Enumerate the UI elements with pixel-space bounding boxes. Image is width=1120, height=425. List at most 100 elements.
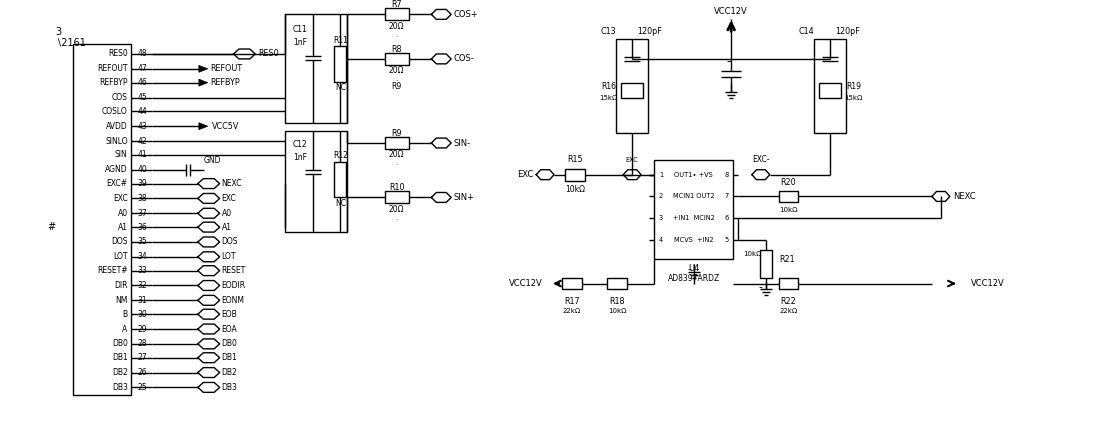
Text: SIN+: SIN+: [454, 193, 474, 202]
Bar: [335, 46, 346, 82]
Text: 10kΩ: 10kΩ: [744, 251, 763, 257]
Text: -: -: [726, 55, 730, 68]
Text: REFOUT: REFOUT: [211, 64, 243, 73]
Text: 43: 43: [138, 122, 148, 131]
Text: NC: NC: [335, 83, 346, 92]
Text: VCC12V: VCC12V: [971, 279, 1005, 288]
Bar: [284, 14, 347, 123]
Text: 37: 37: [138, 209, 148, 218]
Text: LOT: LOT: [113, 252, 128, 261]
Text: 6: 6: [725, 215, 728, 221]
Text: 2: 2: [659, 193, 663, 199]
Text: DOS: DOS: [222, 238, 239, 246]
Text: .: .: [395, 30, 398, 39]
Text: R16: R16: [601, 82, 616, 91]
Text: SIN: SIN: [115, 150, 128, 159]
Text: 22kΩ: 22kΩ: [780, 308, 797, 314]
Bar: [385, 192, 409, 204]
Polygon shape: [199, 123, 208, 130]
Bar: [564, 169, 585, 181]
Text: NEXC: NEXC: [953, 192, 976, 201]
Text: 20Ω: 20Ω: [389, 22, 404, 31]
Text: COSLO: COSLO: [102, 107, 128, 116]
Text: C13: C13: [600, 27, 616, 36]
Text: U4: U4: [688, 264, 699, 273]
Text: B: B: [122, 310, 128, 319]
Text: RES0: RES0: [259, 49, 279, 59]
Text: 30: 30: [138, 310, 148, 319]
Text: R20: R20: [781, 178, 796, 187]
Text: AVDD: AVDD: [106, 122, 128, 131]
Text: -: -: [759, 283, 763, 292]
Text: A1: A1: [222, 223, 232, 232]
Text: .: .: [395, 158, 398, 167]
Text: EXC#: EXC#: [106, 179, 128, 188]
Text: 22kΩ: 22kΩ: [562, 308, 581, 314]
Bar: [385, 53, 409, 65]
Text: REFBYP: REFBYP: [100, 78, 128, 87]
Text: MCIN1 OUT2: MCIN1 OUT2: [673, 193, 715, 199]
Text: -: -: [688, 264, 692, 274]
Text: R8: R8: [392, 45, 402, 54]
Text: 31: 31: [138, 296, 148, 305]
Text: 20Ω: 20Ω: [389, 150, 404, 159]
Text: R17: R17: [564, 297, 580, 306]
Bar: [778, 278, 799, 289]
Text: R9: R9: [391, 129, 402, 138]
Text: A1: A1: [118, 223, 128, 232]
Text: 39: 39: [138, 179, 148, 188]
Text: 120pF: 120pF: [637, 27, 662, 36]
Text: R7: R7: [391, 0, 402, 9]
Text: EXC: EXC: [626, 157, 638, 163]
Text: 20Ω: 20Ω: [389, 205, 404, 214]
Text: 15kΩ: 15kΩ: [599, 96, 617, 102]
Text: 28: 28: [138, 340, 147, 348]
Text: RESET: RESET: [222, 266, 246, 275]
Text: 1: 1: [659, 172, 663, 178]
Text: DOS: DOS: [111, 238, 128, 246]
Bar: [819, 83, 841, 99]
Text: 5: 5: [725, 237, 728, 243]
Text: REFOUT: REFOUT: [97, 64, 128, 73]
Text: DB3: DB3: [112, 383, 128, 392]
Text: EXC: EXC: [113, 194, 128, 203]
Text: 27: 27: [138, 353, 148, 362]
Text: EXC: EXC: [517, 170, 533, 179]
Text: 3: 3: [659, 215, 663, 221]
Bar: [607, 278, 627, 289]
Text: AGND: AGND: [105, 165, 128, 174]
Text: 26: 26: [138, 368, 148, 377]
Bar: [654, 160, 734, 259]
Bar: [335, 162, 346, 198]
Text: ∖2161: ∖2161: [55, 37, 86, 47]
Text: 3: 3: [55, 27, 62, 37]
Text: DB2: DB2: [222, 368, 237, 377]
Text: .: .: [395, 74, 398, 83]
Text: 35: 35: [138, 238, 148, 246]
Text: C12: C12: [293, 141, 308, 150]
Text: R22: R22: [781, 297, 796, 306]
Text: 45: 45: [138, 93, 148, 102]
Text: R12: R12: [333, 151, 348, 160]
Text: 4: 4: [659, 237, 663, 243]
Text: A0: A0: [222, 209, 232, 218]
Text: EODIR: EODIR: [222, 281, 245, 290]
Text: VCC5V: VCC5V: [212, 122, 239, 131]
Text: +IN1  MCIN2: +IN1 MCIN2: [673, 215, 715, 221]
Text: COS+: COS+: [454, 10, 478, 19]
Text: EXC-: EXC-: [753, 156, 769, 164]
Text: 1nF: 1nF: [293, 153, 308, 162]
Polygon shape: [199, 65, 208, 72]
Text: DB3: DB3: [222, 383, 237, 392]
Bar: [385, 137, 409, 149]
Text: 48: 48: [138, 49, 148, 59]
Text: 10kΩ: 10kΩ: [608, 308, 626, 314]
Text: 1nF: 1nF: [293, 37, 308, 47]
Text: RESET#: RESET#: [97, 266, 128, 275]
Text: R10: R10: [389, 183, 404, 192]
Text: 8: 8: [725, 172, 728, 178]
Text: 40: 40: [138, 165, 148, 174]
Text: VCC12V: VCC12V: [715, 7, 748, 16]
Text: OUT1∙ +VS: OUT1∙ +VS: [674, 172, 713, 178]
Text: R11: R11: [333, 36, 348, 45]
